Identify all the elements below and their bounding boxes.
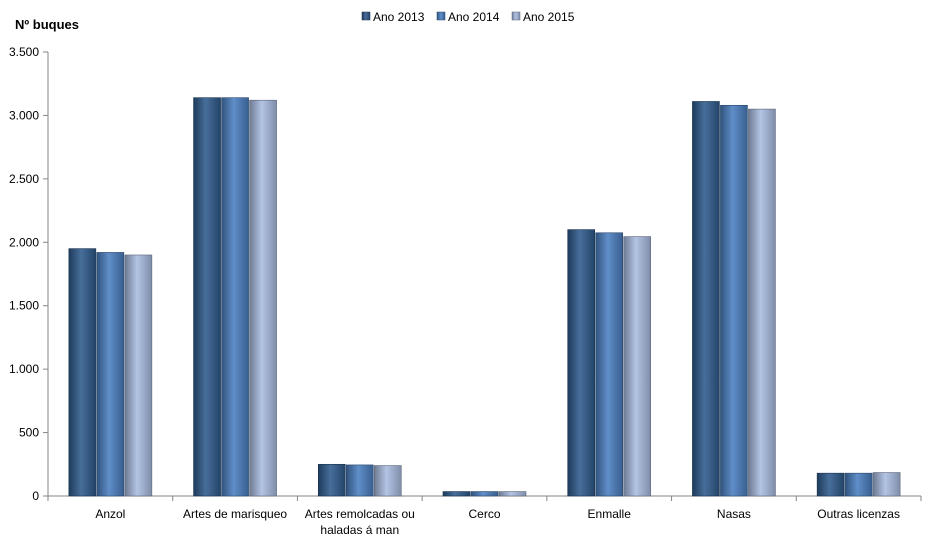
- bar-1-4: [442, 491, 471, 497]
- x-tick-label: Cerco: [468, 507, 500, 521]
- bar-1-7: [816, 472, 845, 497]
- legend: Ano 2013 Ano 2014 Ano 2015: [361, 10, 575, 24]
- legend-item: Ano 2015: [511, 10, 575, 24]
- bar-2-7: [844, 472, 873, 497]
- bar-2-3: [345, 464, 374, 497]
- bars: [68, 97, 901, 497]
- bar-3-3: [373, 465, 402, 497]
- bar-1-1: [68, 248, 97, 497]
- y-tick-label: 1.500: [9, 299, 39, 313]
- bar-1-5: [567, 229, 596, 497]
- x-tick-label: Enmalle: [588, 507, 632, 521]
- bar-2-2: [221, 97, 249, 497]
- legend-swatch: [361, 11, 371, 21]
- bar-3-4: [498, 491, 527, 497]
- y-axis-title: Nº buques: [15, 17, 79, 32]
- legend-label: Ano 2013: [373, 10, 425, 24]
- legend-item: Ano 2014: [436, 10, 500, 24]
- y-tick-label: 3.000: [9, 108, 39, 122]
- legend-label: Ano 2015: [523, 10, 575, 24]
- x-tick-label: Nasas: [717, 507, 751, 521]
- bar-1-3: [317, 463, 346, 497]
- y-tick-label: 2.000: [9, 235, 39, 249]
- y-tick-label: 0: [32, 489, 39, 503]
- y-tick-label: 1.000: [9, 362, 39, 376]
- bar-2-4: [470, 491, 499, 497]
- legend-item: Ano 2013: [361, 10, 425, 24]
- bar-3-2: [249, 99, 277, 497]
- x-tick-label: Artes de marisqueo: [183, 507, 287, 521]
- y-tick-label: 3.500: [9, 45, 39, 59]
- legend-swatch: [511, 11, 521, 21]
- x-tick-labels: Anzol Artes de marisqueo Artes remolcadas …: [95, 507, 900, 537]
- legend-swatch: [436, 11, 446, 21]
- bar-3-7: [872, 472, 901, 497]
- legend-label: Ano 2014: [448, 10, 500, 24]
- bar-1-2: [193, 97, 221, 497]
- bar-2-5: [595, 232, 624, 497]
- x-tick-label: Anzol: [95, 507, 125, 521]
- bar-3-5: [623, 236, 652, 497]
- y-tick-label: 2.500: [9, 172, 39, 186]
- bar-3-6: [748, 108, 776, 497]
- bar-2-6: [720, 104, 748, 497]
- x-tick-label: Outras licenzas: [817, 507, 900, 521]
- bar-3-1: [124, 254, 153, 497]
- bar-1-6: [692, 101, 720, 497]
- y-tick-label: 500: [19, 426, 39, 440]
- bar-2-1: [96, 252, 125, 497]
- x-tick-label: Artes remolcadas ou haladas á man: [305, 507, 415, 537]
